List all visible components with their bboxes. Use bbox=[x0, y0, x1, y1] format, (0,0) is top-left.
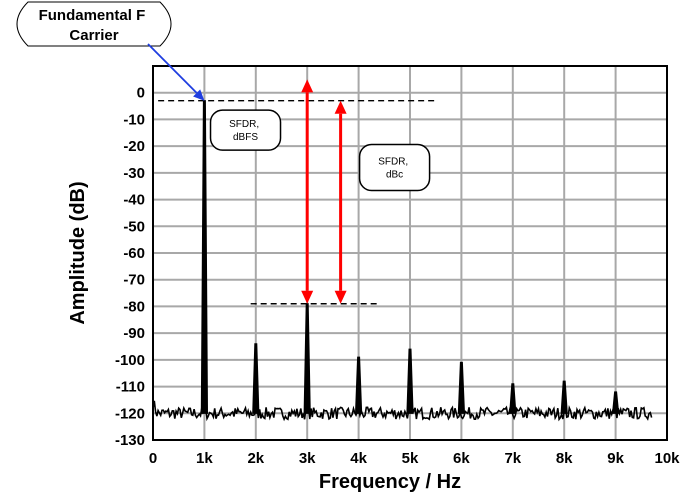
x-tick-label: 4k bbox=[350, 450, 367, 467]
peak-9000 bbox=[611, 391, 620, 414]
peak-1000 bbox=[200, 100, 209, 414]
x-tick-label: 2k bbox=[247, 450, 264, 467]
x-tick-labels: 0 1k 2k 3k 4k 5k 6k 7k 8k 9k 10k bbox=[149, 450, 680, 467]
y-tick-label: 0 bbox=[137, 85, 145, 102]
sfdr-arrow-head-up bbox=[334, 100, 347, 114]
sfdr-dbc-line1: SFDR, bbox=[378, 157, 408, 168]
carrier-pointer-line bbox=[147, 43, 198, 94]
y-tick-labels: 0 -10 -20 -30 -40 -50 -60 -70 -80 -90 -100 -110 -120… bbox=[115, 85, 145, 449]
peak-7000 bbox=[509, 383, 517, 414]
sfdr-arrow-head-down bbox=[301, 290, 314, 304]
sfdr-dbc-box bbox=[358, 143, 431, 192]
x-tick-label: 1k bbox=[196, 450, 213, 467]
carrier-callout-box bbox=[16, 1, 172, 47]
sfdr-dbc-callout: SFDR, dBc bbox=[358, 143, 431, 192]
peak-5000 bbox=[406, 348, 414, 414]
y-tick-label: -30 bbox=[123, 165, 145, 182]
y-tick-label: -20 bbox=[123, 138, 145, 155]
noise-floor-trace bbox=[152, 400, 653, 422]
peak-3000 bbox=[303, 303, 311, 414]
carrier-line1: Fundamental F bbox=[39, 7, 146, 24]
sfdr-dbfs-line1: SFDR, bbox=[229, 119, 259, 130]
x-tick-label: 0 bbox=[149, 450, 157, 467]
x-tick-label: 6k bbox=[453, 450, 470, 467]
peak-8000 bbox=[560, 380, 568, 414]
sfdr-dbc-label: SFDR, dBc bbox=[378, 157, 411, 181]
peak-4000 bbox=[354, 356, 363, 414]
x-tick-label: 9k bbox=[607, 450, 624, 467]
x-axis-title: Frequency / Hz bbox=[319, 471, 461, 493]
sfdr-arrows bbox=[301, 79, 347, 304]
sfdr-arrow-head-down bbox=[334, 290, 347, 304]
y-tick-label: -130 bbox=[115, 432, 145, 449]
x-tick-label: 7k bbox=[504, 450, 521, 467]
carrier-line2: Carrier bbox=[69, 27, 118, 44]
y-tick-label: -90 bbox=[123, 325, 145, 342]
y-tick-label: -80 bbox=[123, 298, 145, 315]
x-tick-label: 10k bbox=[654, 450, 680, 467]
y-tick-label: -10 bbox=[123, 111, 145, 128]
harmonic-peaks bbox=[200, 100, 620, 414]
y-tick-label: -50 bbox=[123, 218, 145, 235]
y-tick-label: -60 bbox=[123, 245, 145, 262]
sfdr-dbfs-line2: dBFS bbox=[233, 132, 258, 143]
sfdr-arrow-head-up bbox=[301, 79, 314, 93]
y-tick-label: -110 bbox=[116, 379, 145, 396]
peak-2000 bbox=[252, 343, 260, 414]
y-tick-label: -70 bbox=[123, 272, 145, 289]
carrier-label: Fundamental F Carrier bbox=[39, 7, 150, 44]
carrier-callout: Fundamental F Carrier bbox=[16, 1, 205, 101]
peak-6000 bbox=[457, 361, 466, 414]
y-axis-title: Amplitude (dB) bbox=[67, 181, 89, 324]
x-tick-label: 8k bbox=[556, 450, 573, 467]
x-tick-label: 3k bbox=[299, 450, 316, 467]
sfdr-dbfs-label: SFDR, dBFS bbox=[229, 119, 262, 143]
sfdr-dbfs-box bbox=[209, 109, 282, 151]
reference-lines bbox=[158, 100, 436, 305]
y-tick-label: -40 bbox=[123, 192, 145, 209]
carrier-pointer-arrowhead bbox=[193, 89, 205, 101]
y-tick-label: -120 bbox=[115, 405, 145, 422]
sfdr-dbc-line2: dBc bbox=[386, 170, 403, 181]
y-tick-label: -100 bbox=[115, 352, 145, 369]
sfdr-dbfs-callout: SFDR, dBFS bbox=[209, 109, 282, 151]
x-tick-label: 5k bbox=[402, 450, 419, 467]
plot-area bbox=[152, 65, 668, 441]
